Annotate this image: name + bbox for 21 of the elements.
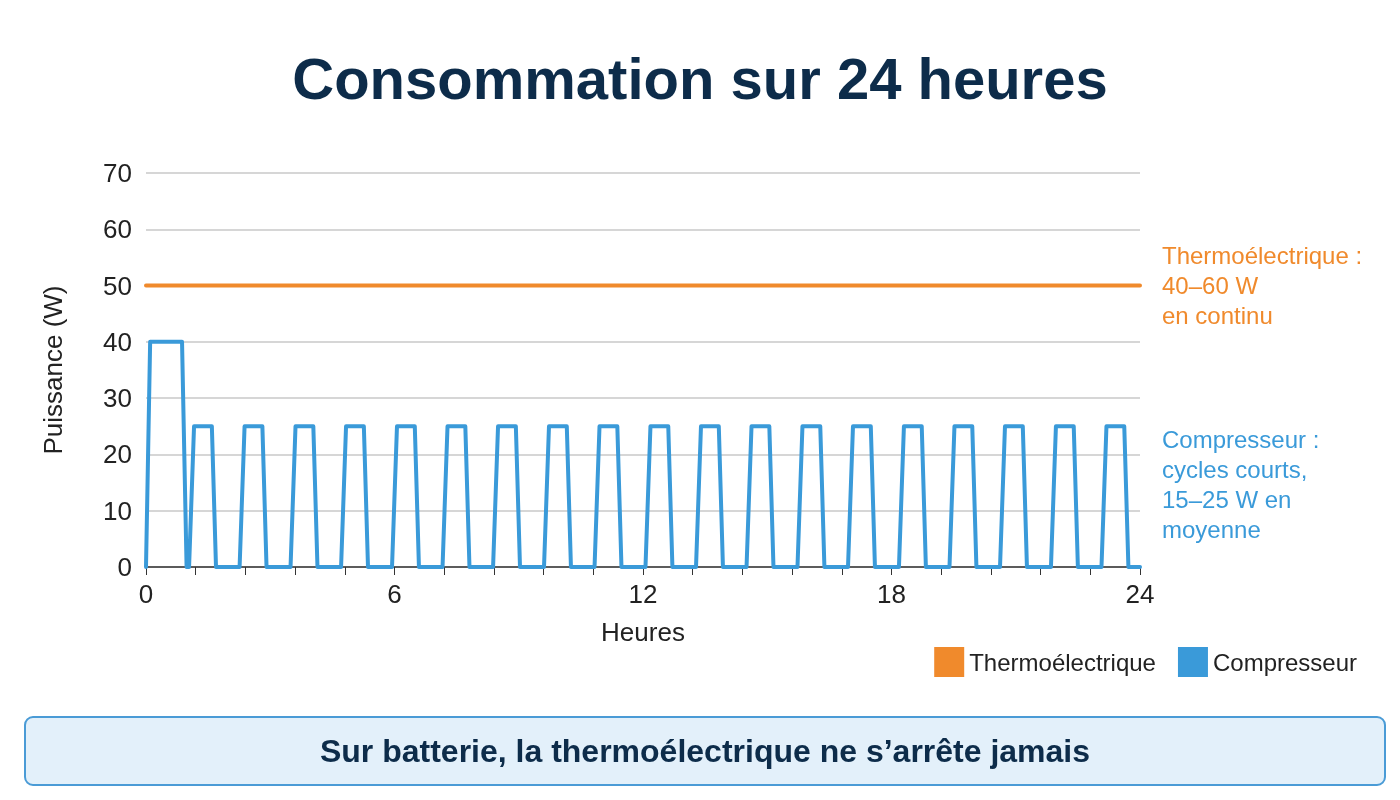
y-tick-label: 10 — [103, 495, 132, 526]
x-tick-label: 6 — [387, 579, 402, 609]
y-tick-label: 60 — [103, 214, 132, 245]
text: Sur batterie, la thermoélectrique ne s’arrête jamais — [319, 733, 1091, 769]
y-tick-label: 70 — [103, 158, 132, 188]
y-tick-label: 0 — [117, 552, 132, 582]
chart-title: Consommation sur 24 heures — [292, 45, 1108, 111]
y-tick-label: 40 — [103, 326, 132, 357]
x-tick-label: 0 — [138, 579, 154, 609]
x-tick-label: 24 — [1125, 579, 1155, 609]
x-tick-label: 18 — [877, 579, 906, 609]
x-axis-title: Heures — [601, 617, 685, 647]
legend-label: Thermoélectrique — [969, 648, 1156, 676]
x-tick-label: 12 — [628, 579, 658, 609]
legend-label: Compresseur — [1212, 648, 1358, 676]
y-tick-label: 50 — [103, 270, 132, 301]
annotation: Thermoélectrique : 40–60 W en continu — [1162, 242, 1363, 330]
text: Compresseur : cycles courts, 15–25 W en moyenne — [1162, 425, 1320, 543]
y-tick-label: 20 — [103, 439, 132, 470]
y-tick-label: 30 — [103, 383, 132, 414]
y-axis-title: Puissance (W) — [38, 285, 68, 455]
